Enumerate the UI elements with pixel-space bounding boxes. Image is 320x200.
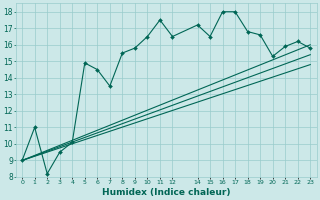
- X-axis label: Humidex (Indice chaleur): Humidex (Indice chaleur): [102, 188, 230, 197]
